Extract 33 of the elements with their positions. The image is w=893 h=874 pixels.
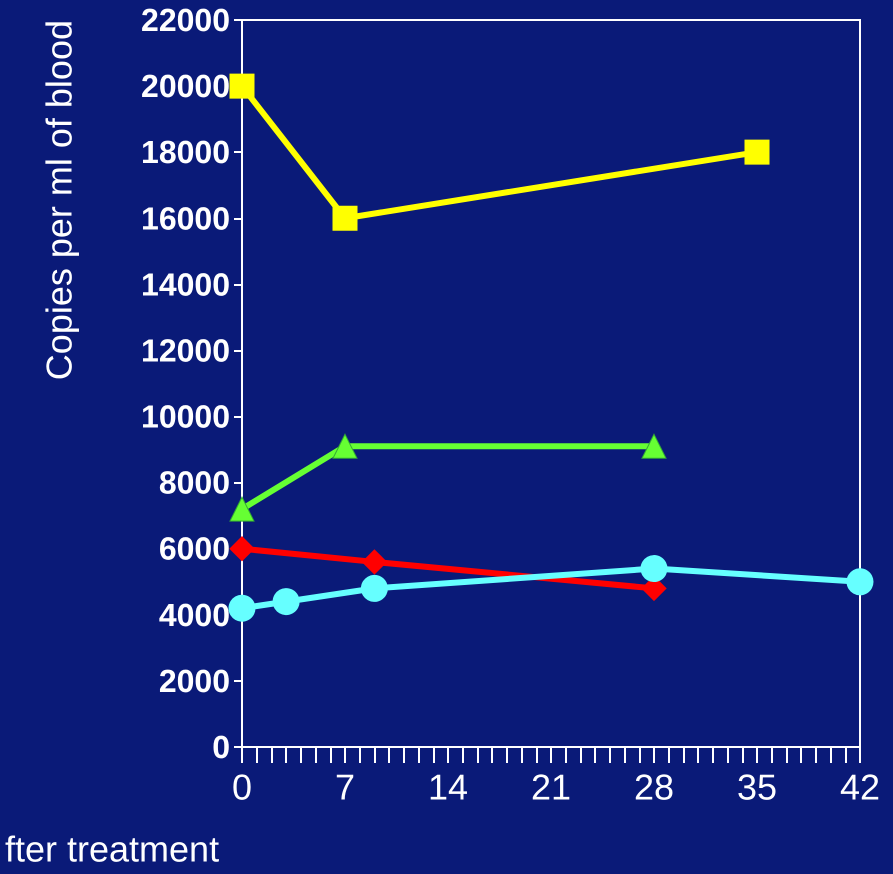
x-tick-label: 35 [736, 766, 778, 808]
point [846, 568, 874, 596]
y-tick-label: 22000 [141, 2, 230, 38]
y-tick-label: 0 [212, 729, 230, 765]
point [230, 496, 254, 522]
y-tick-label: 18000 [141, 134, 230, 170]
point [332, 434, 358, 459]
y-tick-label: 8000 [158, 464, 230, 501]
y-tick-label: 4000 [158, 596, 230, 633]
point [230, 536, 254, 562]
point [230, 74, 254, 99]
y-tick-label: 10000 [141, 398, 230, 435]
x-tick-label: 14 [428, 766, 468, 808]
x-tick-label: 21 [530, 766, 572, 808]
point [332, 206, 358, 231]
point [642, 434, 666, 459]
point [228, 594, 256, 622]
x-tick-label: 7 [334, 766, 356, 808]
x-tick-label: 28 [634, 766, 674, 808]
y-tick-label: 14000 [141, 266, 230, 302]
y-tick-label: 6000 [158, 530, 230, 567]
point [744, 140, 770, 165]
y-tick-label: 2000 [158, 662, 230, 699]
point [272, 588, 300, 616]
x-tick-label: 42 [840, 766, 880, 808]
y-tick-label: 20000 [141, 68, 230, 104]
y-tick-label: 16000 [141, 200, 230, 236]
x-axis-title: fter treatment [5, 828, 220, 870]
y-axis-title: Copies per ml of blood [38, 20, 80, 380]
point [360, 574, 388, 602]
y-tick-label: 12000 [141, 332, 230, 368]
point [362, 549, 387, 574]
point [640, 555, 668, 582]
